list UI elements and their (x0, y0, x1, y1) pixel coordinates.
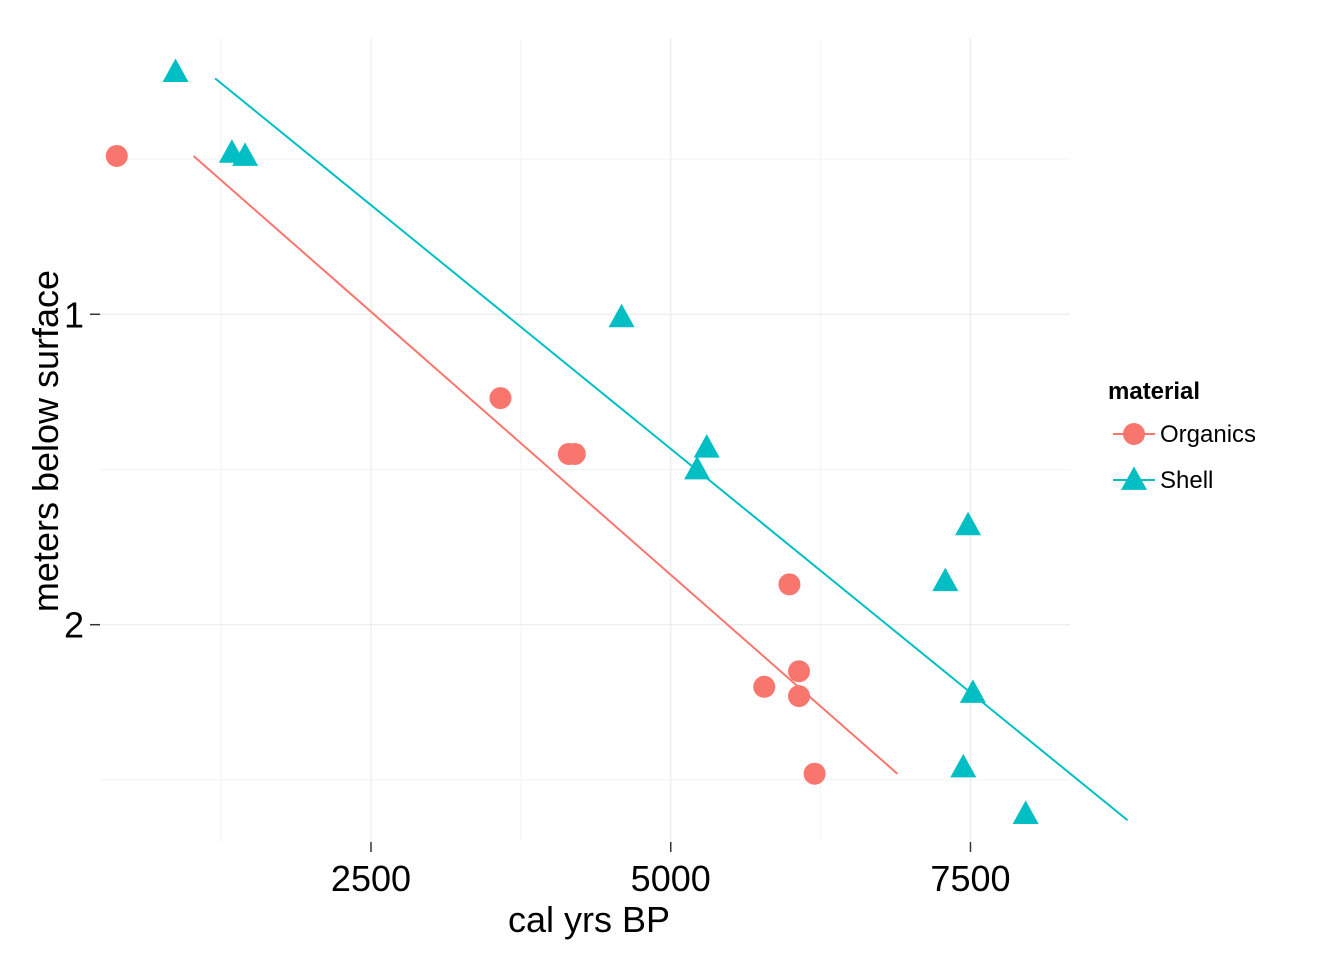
data-point-shell (950, 753, 977, 778)
legend-item-organics: Organics (1113, 421, 1256, 448)
x-tick-label: 5000 (631, 858, 711, 899)
y-axis-title: meters below surface (25, 270, 66, 612)
legend-key-triangle (1121, 466, 1147, 490)
x-tick-label: 2500 (331, 858, 411, 899)
data-point-shell (693, 434, 720, 458)
x-axis-title: cal yrs BP (508, 899, 670, 940)
legend-key-circle (1123, 423, 1145, 445)
legend: material Organics Shell (1108, 378, 1256, 494)
data-point-organics (105, 144, 128, 167)
trend-line-organics (192, 155, 899, 775)
grid-lines (100, 38, 1070, 842)
data-point-organics (563, 442, 586, 465)
data-point-organics (788, 660, 811, 683)
data-point-shell (232, 142, 259, 166)
data-point-shell (955, 511, 982, 536)
data-point-organics (778, 573, 801, 596)
x-tick-label: 7500 (930, 858, 1010, 899)
data-point-organics (489, 387, 512, 410)
data-points (105, 58, 1039, 824)
legend-label-organics: Organics (1160, 421, 1256, 448)
data-point-shell (1012, 800, 1039, 824)
legend-items: Organics Shell (1113, 421, 1256, 494)
data-point-shell (932, 567, 959, 592)
trend-lines (192, 77, 1129, 822)
legend-item-shell: Shell (1113, 466, 1213, 494)
y-tick-label: 2 (64, 605, 84, 646)
data-point-organics (803, 762, 826, 785)
data-point-shell (608, 303, 635, 328)
data-point-organics (788, 685, 811, 708)
data-point-organics (753, 675, 776, 698)
legend-title: material (1108, 378, 1200, 405)
axes: 2500 5000 7500 1 2 (64, 294, 1011, 899)
legend-label-shell: Shell (1160, 467, 1213, 494)
data-point-shell (684, 455, 711, 480)
data-point-shell (959, 679, 986, 703)
data-point-shell (162, 58, 189, 83)
y-tick-label: 1 (64, 294, 84, 335)
